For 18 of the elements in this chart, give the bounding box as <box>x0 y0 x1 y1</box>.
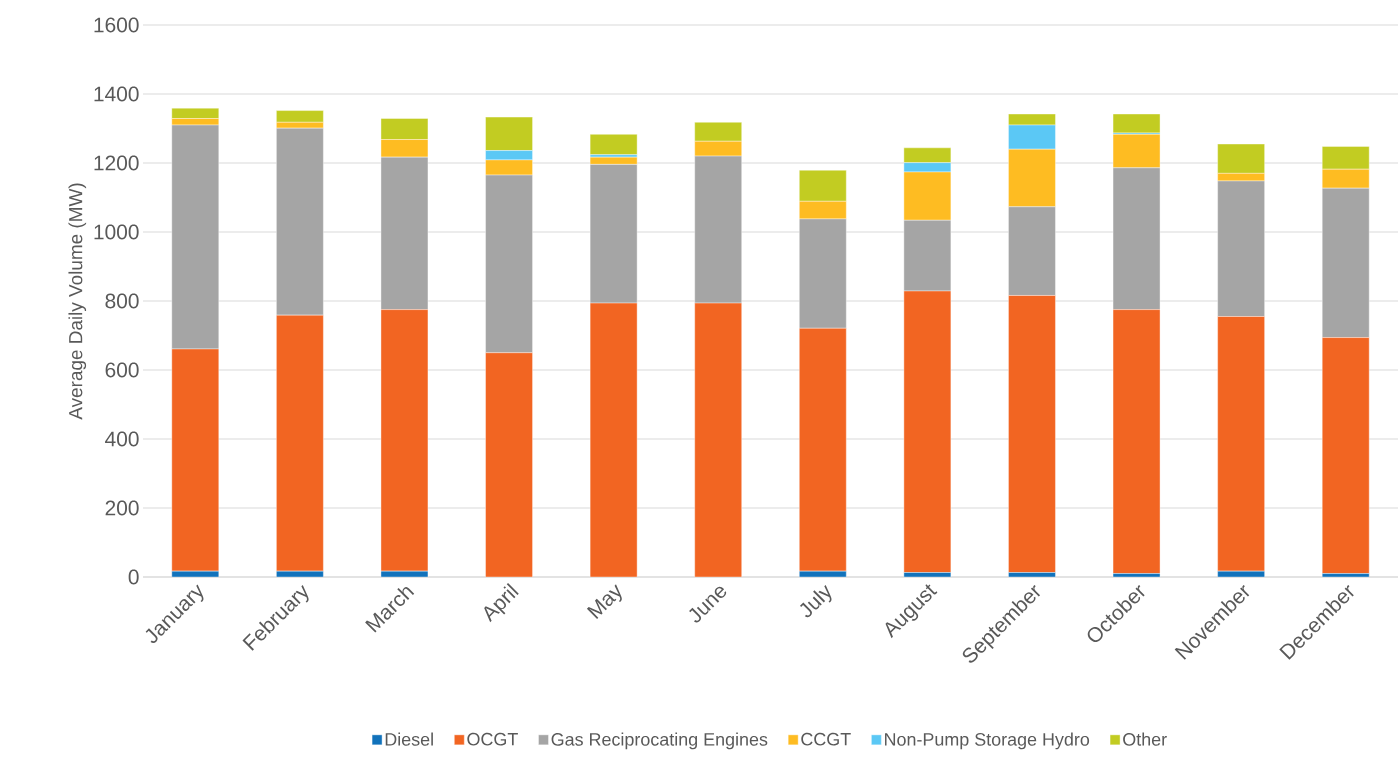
y-tick-label: 800 <box>105 293 139 309</box>
legend-label: Gas Reciprocating Engines <box>551 732 768 750</box>
legend-label: Other <box>1123 732 1167 746</box>
y-tick-label: 1000 <box>94 224 139 240</box>
y-tick-label: 600 <box>105 362 139 378</box>
y-tick-label: 200 <box>105 500 139 516</box>
y-tick-label: 1400 <box>94 86 139 102</box>
x-tick-label: July <box>800 584 832 618</box>
y-tick-label: 1600 <box>94 17 139 33</box>
y-tick-label: 1200 <box>94 155 139 171</box>
y-tick-label: 400 <box>105 431 139 447</box>
y-axis-title: Average Daily Volume (MW) <box>68 183 87 420</box>
legend-label: OCGT <box>467 732 518 746</box>
legend-label: CCGT <box>801 732 851 746</box>
x-tick-label: May <box>586 584 622 619</box>
y-tick-label: 0 <box>128 569 139 585</box>
legend-label: Diesel <box>385 732 433 746</box>
legend-label: Non-Pump Storage Hydro <box>885 732 1090 750</box>
